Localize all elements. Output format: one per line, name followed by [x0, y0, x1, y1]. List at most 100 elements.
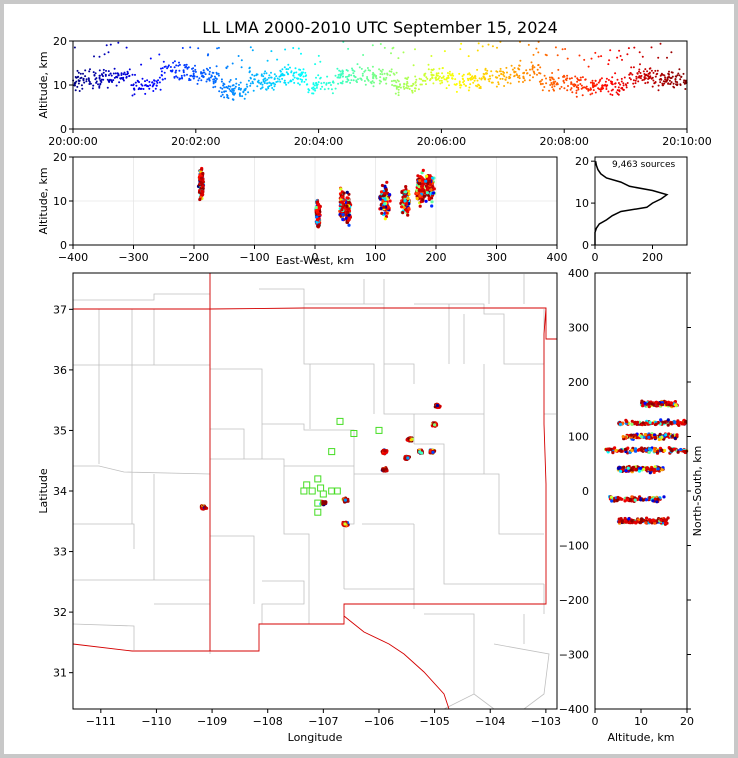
source-point — [175, 64, 178, 67]
source-point — [659, 74, 662, 77]
source-point — [523, 79, 526, 82]
source-point — [221, 87, 224, 90]
source-point — [73, 84, 76, 87]
source-point — [667, 82, 670, 85]
source-point — [412, 83, 415, 86]
source-point — [197, 47, 200, 50]
source-point — [647, 75, 650, 78]
source-point — [339, 187, 343, 191]
source-point — [153, 82, 156, 85]
source-point — [406, 213, 410, 217]
source-point — [418, 179, 422, 183]
source-point — [179, 77, 182, 80]
source-point — [517, 68, 520, 71]
source-point — [483, 76, 485, 79]
altitude-tick-label: 0 — [60, 239, 67, 252]
source-point — [385, 180, 389, 184]
source-point — [146, 79, 149, 82]
source-point — [614, 82, 617, 85]
station-marker — [300, 487, 308, 495]
source-point — [517, 76, 519, 79]
source-point — [364, 83, 367, 86]
altitude-tick-label: 0 — [592, 715, 599, 728]
source-point — [591, 92, 594, 95]
source-point — [128, 74, 131, 77]
source-point — [107, 70, 110, 73]
source-point — [74, 82, 77, 85]
source-point — [131, 73, 134, 76]
source-point — [628, 450, 632, 455]
altitude-xlabel: Altitude, km — [607, 731, 674, 744]
source-point — [531, 64, 534, 67]
eastwest-tick-label: −200 — [179, 251, 209, 264]
source-point — [77, 79, 80, 82]
source-point — [442, 76, 445, 79]
source-point — [478, 77, 481, 80]
source-point — [637, 469, 642, 473]
eastwest-tick-label: 300 — [486, 251, 507, 264]
source-point — [633, 85, 636, 88]
source-point — [281, 68, 284, 71]
source-point — [476, 79, 479, 82]
source-point — [583, 58, 586, 61]
source-point — [673, 447, 677, 451]
latitude-tick-label: 37 — [53, 303, 67, 316]
source-point — [670, 71, 673, 74]
source-point — [344, 76, 347, 78]
source-point — [263, 72, 266, 75]
source-point — [469, 83, 472, 86]
source-point — [635, 436, 639, 440]
source-point — [581, 94, 584, 97]
longitude-tick-label: −106 — [364, 715, 394, 728]
station-marker — [303, 481, 311, 489]
figure-frame: LL LMA 2000-2010 UTC September 15, 2024 … — [4, 4, 734, 754]
source-point — [160, 67, 162, 70]
source-point — [178, 63, 181, 66]
source-point — [205, 67, 208, 70]
northsouth-tick-label: −100 — [559, 540, 589, 553]
source-point — [220, 80, 223, 83]
source-point — [473, 79, 476, 82]
source-point — [287, 63, 290, 66]
source-point — [243, 97, 246, 100]
source-point — [266, 82, 268, 85]
source-point — [499, 70, 501, 73]
source-point — [200, 79, 203, 82]
source-point — [303, 80, 306, 83]
source-point — [88, 81, 91, 83]
station-marker — [319, 490, 327, 498]
source-point — [133, 87, 136, 90]
source-point — [647, 72, 650, 75]
source-point — [421, 187, 425, 191]
source-point — [510, 64, 513, 67]
source-point — [467, 89, 470, 92]
source-point — [185, 65, 188, 68]
source-point — [633, 433, 638, 437]
source-point — [347, 213, 351, 217]
source-point — [251, 80, 254, 83]
source-point — [117, 74, 120, 77]
source-point — [181, 76, 183, 79]
source-point — [659, 42, 662, 45]
source-point — [541, 89, 544, 92]
source-point — [589, 87, 592, 90]
source-point — [513, 71, 516, 74]
source-point — [412, 64, 415, 67]
source-point — [511, 68, 514, 71]
source-point — [257, 79, 260, 82]
source-point — [131, 94, 134, 97]
source-point — [628, 73, 631, 76]
source-point — [570, 83, 573, 85]
source-point — [522, 81, 524, 83]
source-point — [273, 77, 276, 80]
source-point — [319, 88, 322, 90]
source-point — [647, 405, 651, 409]
source-point — [381, 468, 385, 472]
histogram-line — [594, 161, 669, 245]
source-point — [617, 93, 620, 96]
source-point — [98, 69, 101, 72]
station-marker — [314, 508, 322, 516]
source-point — [620, 77, 623, 80]
source-point — [670, 401, 674, 405]
source-point — [503, 71, 505, 74]
